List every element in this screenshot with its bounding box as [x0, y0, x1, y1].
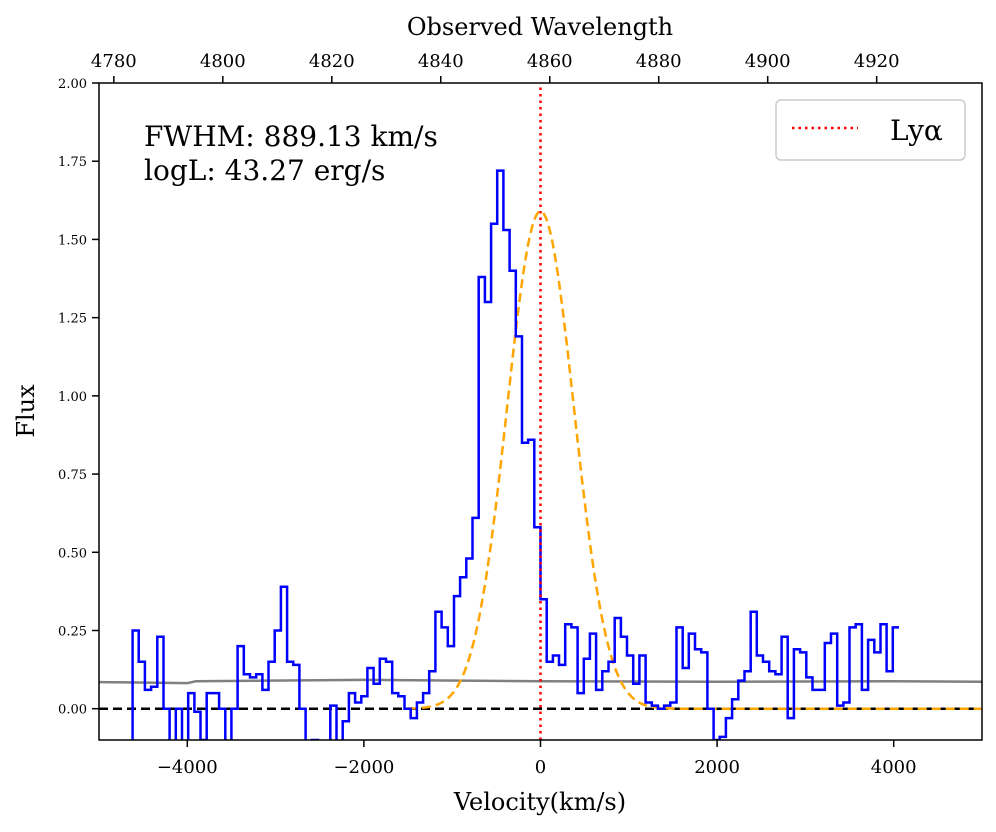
top-tick-label: 4840	[418, 51, 464, 72]
top-tick-label: 4920	[854, 51, 900, 72]
y-tick-label: 0.00	[58, 703, 87, 718]
y-axis-label: Flux	[12, 384, 40, 438]
y-tick-label: 2.00	[58, 77, 87, 92]
y-tick-label: 1.75	[58, 155, 87, 170]
gaussian-fit-line	[408, 209, 982, 710]
top-tick-label: 4780	[91, 51, 137, 72]
legend-box	[775, 99, 966, 161]
legend: Lyα	[775, 99, 966, 161]
y-tick-label: 0.75	[58, 468, 87, 483]
flux-step-line	[131, 169, 899, 740]
y-tick-label: 1.25	[58, 312, 87, 327]
y-tick-label: 1.00	[58, 390, 87, 405]
x-tick-label: −2000	[333, 757, 394, 778]
top-tick-label: 4860	[527, 51, 573, 72]
x-tick-label: 2000	[694, 757, 740, 778]
top-axis-label: Observed Wavelength	[407, 13, 673, 41]
y-tick-label: 1.50	[58, 233, 87, 248]
x-tick-label: 4000	[871, 757, 917, 778]
x-tick-label: 0	[535, 757, 546, 778]
luminosity-annotation: logL: 43.27 erg/s	[144, 154, 385, 187]
top-tick-label: 4880	[636, 51, 682, 72]
x-axis-label: Velocity(km/s)	[453, 788, 626, 816]
y-tick-label: 0.50	[58, 546, 87, 561]
fwhm-annotation: FWHM: 889.13 km/s	[144, 120, 438, 153]
x-axis-top-ticks: 4780 4800 4820 4840 4860 4880 4900 4920	[91, 51, 900, 83]
legend-lya-label: Lyα	[890, 114, 943, 147]
error-spectrum-line	[99, 678, 982, 685]
x-axis-bottom-ticks: −4000 −2000 0 2000 4000	[157, 740, 917, 778]
top-tick-label: 4800	[200, 51, 246, 72]
y-tick-label: 0.25	[58, 625, 87, 640]
y-axis-ticks: 0.00 0.25 0.50 0.75 1.00 1.25 1.50 1.75 2.00	[58, 77, 99, 718]
top-tick-label: 4820	[309, 51, 355, 72]
top-tick-label: 4900	[745, 51, 791, 72]
x-tick-label: −4000	[157, 757, 218, 778]
